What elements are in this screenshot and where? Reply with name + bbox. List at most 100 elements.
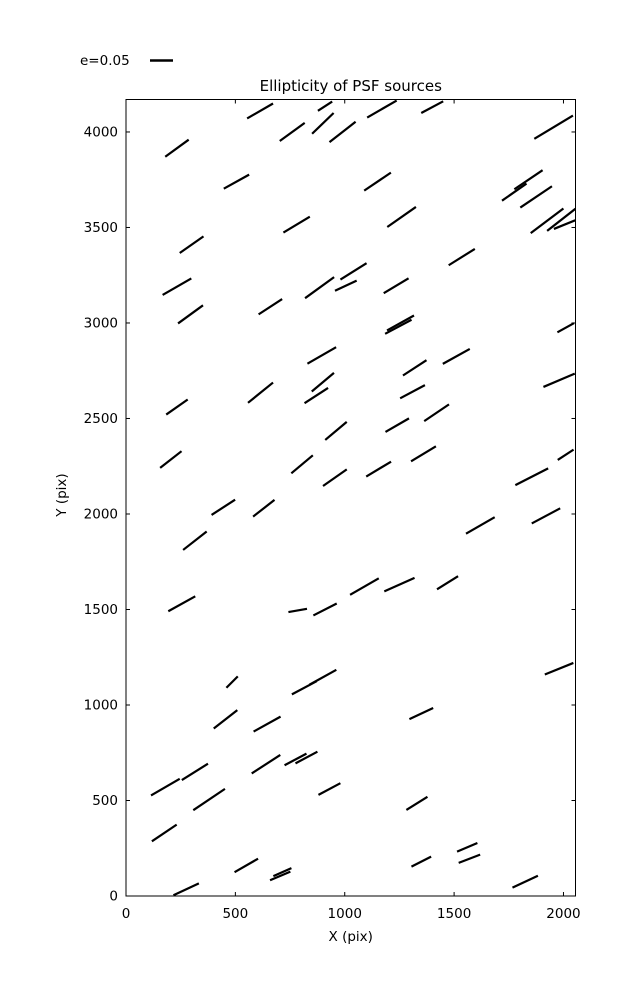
psf-ellipticity-segment xyxy=(408,707,434,721)
psf-ellipticity-segment xyxy=(181,762,209,781)
psf-ellipticity-segment xyxy=(317,782,341,796)
psf-ellipticity-segment xyxy=(530,207,565,234)
psf-ellipticity-segment xyxy=(531,507,561,525)
psf-ellipticity-segment xyxy=(448,247,476,267)
psf-ellipticity-segment xyxy=(553,219,576,230)
psf-ellipticity-segment xyxy=(182,530,208,551)
psf-ellipticity-segment xyxy=(179,235,205,254)
psf-ellipticity-segment xyxy=(556,322,575,334)
psf-ellipticity-segment xyxy=(557,448,575,461)
psf-ellipticity-segment xyxy=(290,454,314,475)
psf-ellipticity-segment xyxy=(386,314,415,332)
psf-ellipticity-segment xyxy=(349,577,380,596)
psf-ellipticity-segment xyxy=(384,318,413,335)
y-tick-label: 2500 xyxy=(84,411,118,427)
psf-ellipticity-segment xyxy=(167,595,196,613)
psf-ellipticity-segment xyxy=(162,277,192,296)
psf-ellipticity-segment xyxy=(322,468,348,487)
psf-ellipticity-segment xyxy=(304,276,335,300)
psf-ellipticity-segment xyxy=(192,787,226,812)
psf-ellipticity-segment xyxy=(269,870,291,882)
y-tick-label: 3500 xyxy=(84,220,118,236)
psf-ellipticity-segment xyxy=(402,359,428,377)
psf-ellipticity-segment xyxy=(172,882,200,896)
psf-ellipticity-segment xyxy=(246,102,274,120)
psf-ellipticity-segment xyxy=(328,120,357,144)
psf-ellipticity-segment xyxy=(210,498,236,516)
psf-ellipticity-segment xyxy=(252,499,276,518)
y-axis-label: Y (pix) xyxy=(54,473,70,517)
psf-ellipticity-segment xyxy=(213,709,238,730)
psf-ellipticity-segment xyxy=(533,114,574,140)
psf-ellipticity-segment xyxy=(257,298,283,316)
psf-ellipticity-segment xyxy=(410,445,437,463)
psf-segments-layer xyxy=(150,99,576,896)
psf-ellipticity-segment xyxy=(512,874,539,889)
psf-ellipticity-segment xyxy=(334,279,358,292)
y-tick-label: 3000 xyxy=(84,315,118,331)
y-tick-label: 1000 xyxy=(84,697,118,713)
psf-ellipticity-segment xyxy=(272,867,292,878)
psf-ellipticity-segment xyxy=(311,372,335,393)
psf-ellipticity-segment xyxy=(410,855,432,868)
x-axis-label: X (pix) xyxy=(329,929,373,945)
psf-ellipticity-segment xyxy=(386,206,417,228)
psf-ellipticity-segment xyxy=(456,841,478,853)
psf-ellipticity-segment xyxy=(544,661,574,676)
psf-ellipticity-segment xyxy=(363,171,392,192)
psf-ellipticity-segment xyxy=(284,752,308,767)
y-tick-label: 4000 xyxy=(84,124,118,140)
psf-ellipticity-segment xyxy=(247,381,274,404)
psf-ellipticity-segment xyxy=(383,576,415,593)
psf-ellipticity-segment xyxy=(542,372,576,388)
psf-ellipticity-segment xyxy=(223,173,250,190)
psf-ellipticity-segment xyxy=(514,467,549,487)
y-tick-label: 1500 xyxy=(84,602,118,618)
psf-ellipticity-segment xyxy=(458,853,481,864)
psf-ellipticity-segment xyxy=(384,417,410,433)
psf-ellipticity-segment xyxy=(303,386,329,405)
chart-title: Ellipticity of PSF sources xyxy=(260,77,442,95)
x-tick-label: 500 xyxy=(222,906,248,922)
legend-label: e=0.05 xyxy=(80,53,130,69)
psf-ellipticity-segment xyxy=(399,384,426,400)
psf-ellipticity-segment xyxy=(164,138,190,158)
x-tick-label: 1500 xyxy=(437,906,471,922)
psf-ellipticity-segment xyxy=(308,668,337,686)
psf-ellipticity-segment xyxy=(279,122,306,142)
y-tick-label: 500 xyxy=(92,793,118,809)
psf-ellipticity-segment xyxy=(420,100,444,114)
psf-ellipticity-segment xyxy=(465,516,496,535)
x-tick-label: 2000 xyxy=(546,906,580,922)
psf-ellipticity-segment xyxy=(513,169,544,191)
psf-ellipticity-segment xyxy=(519,185,553,209)
psf-ellipticity-segment xyxy=(436,575,459,591)
psf-ellipticity-segment xyxy=(165,398,189,416)
psf-ellipticity-segment xyxy=(151,823,178,843)
psf-ellipticity-segment xyxy=(339,262,368,281)
plot-frame xyxy=(125,99,576,897)
psf-ellipticity-segment xyxy=(311,112,335,135)
psf-ellipticity-segment xyxy=(365,460,392,478)
psf-ellipticity-segment xyxy=(306,346,337,365)
psf-ellipticity-segment xyxy=(324,421,348,441)
psf-ellipticity-segment xyxy=(405,795,429,811)
psf-ellipticity-segment xyxy=(150,777,181,797)
psf-ellipticity-segment xyxy=(366,99,398,119)
psf-ellipticity-segment xyxy=(423,403,450,423)
psf-ellipticity-segment xyxy=(282,215,311,234)
psf-ellipticity-segment xyxy=(546,207,576,232)
axis-ticks xyxy=(125,99,576,897)
psf-ellipticity-segment xyxy=(501,182,528,202)
psf-ellipticity-segment xyxy=(294,750,318,765)
psf-ellipticity-segment xyxy=(383,277,410,295)
y-tick-label: 0 xyxy=(109,889,118,905)
y-tick-label: 2000 xyxy=(84,506,118,522)
psf-ellipticity-segment xyxy=(288,607,308,614)
psf-ellipticity-segment xyxy=(253,715,282,733)
psf-ellipticity-segment xyxy=(177,304,204,325)
x-tick-label: 1000 xyxy=(328,906,362,922)
psf-ellipticity-segment xyxy=(312,602,338,617)
